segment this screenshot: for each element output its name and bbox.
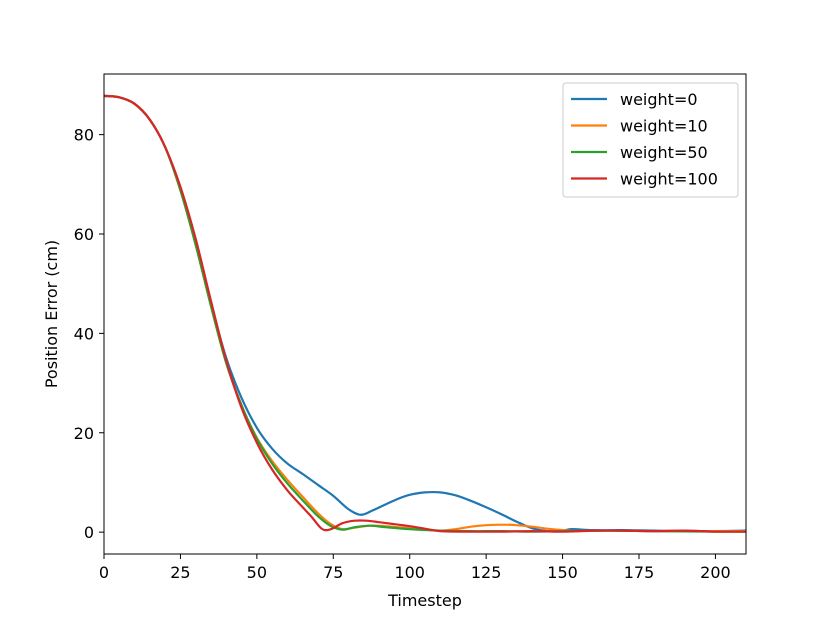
legend-box — [562, 82, 739, 198]
y-tick-label: 80 — [74, 126, 94, 145]
x-tick-label: 100 — [394, 563, 425, 582]
x-axis-label: Timestep — [387, 591, 462, 610]
legend-label: weight=100 — [620, 170, 718, 189]
y-tick-label: 40 — [74, 324, 94, 343]
y-tick-label: 0 — [84, 523, 94, 542]
x-tick-label: 0 — [99, 563, 109, 582]
x-tick-label: 125 — [471, 563, 502, 582]
series-line-weight-100 — [104, 94, 746, 533]
legend-label: weight=50 — [620, 143, 708, 162]
legend: weight=0 weight=10 weight=50 weight=100 — [562, 82, 739, 198]
x-tick-label: 200 — [700, 563, 731, 582]
x-tick-label: 150 — [547, 563, 578, 582]
y-tick-label: 60 — [74, 225, 94, 244]
x-tick-label: 175 — [624, 563, 655, 582]
plot-frame — [103, 73, 747, 555]
y-axis-label: Position Error (cm) — [42, 240, 61, 388]
x-axis-ticks: 0 25 50 75 100 125 150 175 200 — [99, 554, 731, 582]
legend-label: weight=10 — [620, 117, 708, 136]
x-tick-label: 75 — [323, 563, 343, 582]
x-tick-label: 50 — [247, 563, 267, 582]
x-tick-label: 25 — [170, 563, 190, 582]
series-lines — [104, 94, 746, 533]
y-tick-label: 20 — [74, 424, 94, 443]
legend-label: weight=0 — [620, 90, 698, 109]
y-axis-ticks: 0 20 40 60 80 — [74, 126, 104, 542]
